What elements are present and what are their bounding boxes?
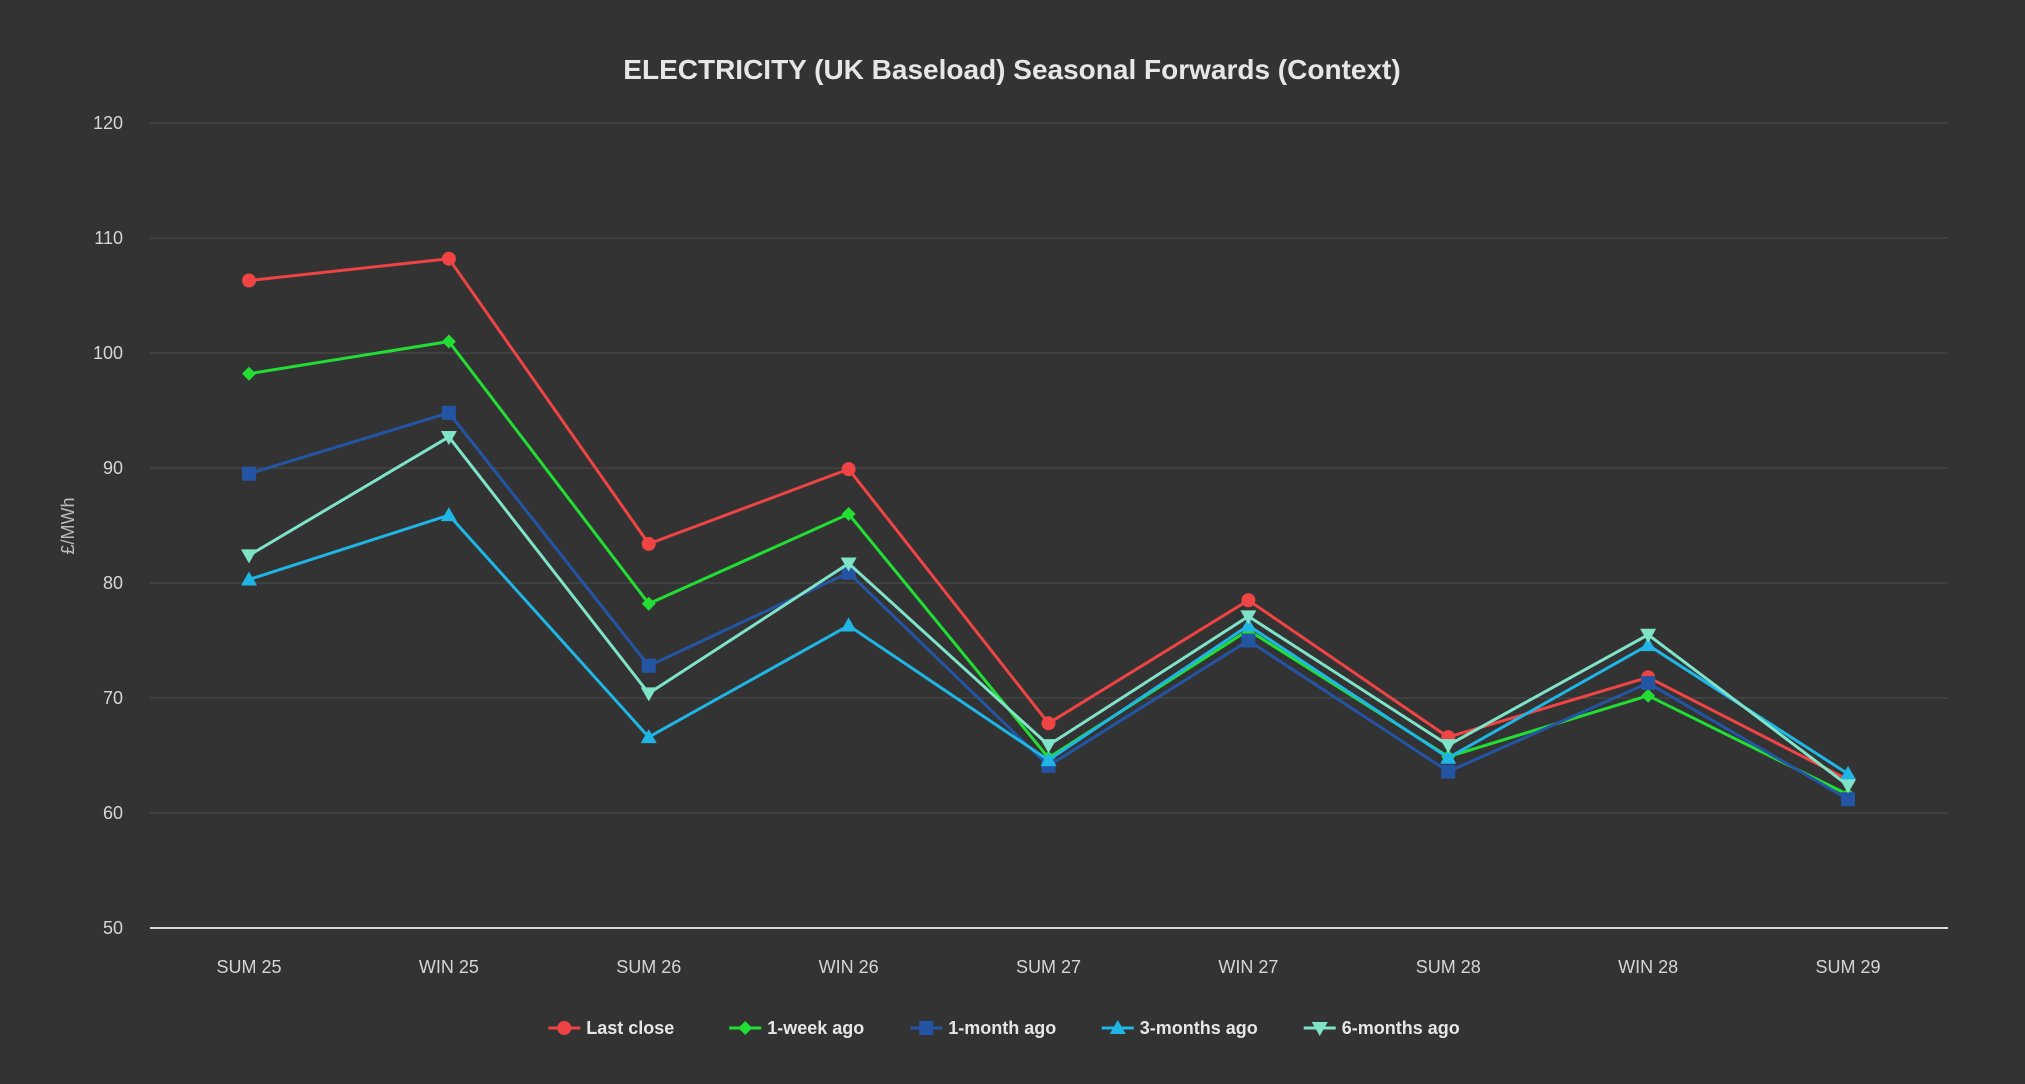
data-point-6-months-ago [440, 430, 457, 445]
data-point-6-months-ago [1840, 779, 1856, 794]
x-tick-label: SUM 25 [216, 957, 281, 977]
legend-item-6-months-ago[interactable]: 6-months ago [1303, 1018, 1460, 1038]
data-point-6-months-ago [640, 687, 657, 702]
data-point-3-months-ago [840, 617, 857, 632]
legend-label: 1-month ago [948, 1018, 1056, 1038]
y-tick-label: 70 [103, 688, 123, 708]
data-point-3-months-ago [241, 571, 257, 586]
x-tick-label: WIN 28 [1618, 957, 1678, 977]
data-point-3-months-ago [1040, 752, 1057, 767]
y-tick-label: 110 [94, 228, 123, 248]
legend-label: 6-months ago [1342, 1018, 1460, 1038]
data-point-6-months-ago [1640, 628, 1657, 643]
data-point-last-close [1241, 593, 1256, 608]
legend-marker-1-week-ago [738, 1021, 753, 1035]
data-point-3-months-ago [640, 729, 657, 744]
legend-marker-last-close [557, 1021, 572, 1035]
data-point-last-close [441, 251, 456, 266]
y-tick-label: 80 [103, 573, 123, 593]
legend-item-3-months-ago[interactable]: 3-months ago [1101, 1018, 1258, 1038]
series-line-6-months-ago [248, 435, 1849, 787]
data-point-last-close [641, 536, 656, 551]
data-point-1-week-ago [242, 366, 256, 381]
series-6-months-ago [241, 430, 1856, 794]
x-tick-label: WIN 26 [819, 957, 879, 977]
series-group [241, 251, 1856, 807]
y-tick-label: 90 [103, 458, 123, 478]
legend-label: 3-months ago [1140, 1018, 1258, 1038]
data-point-1-month-ago [641, 658, 656, 673]
data-point-6-months-ago [1240, 610, 1257, 625]
legend-marker-3-months-ago [1109, 1020, 1126, 1034]
data-point-6-months-ago [1440, 739, 1457, 754]
series-line-3-months-ago [248, 513, 1849, 776]
series-1-week-ago [242, 334, 1855, 802]
data-point-3-months-ago [440, 507, 457, 522]
legend-marker-6-months-ago [1311, 1022, 1328, 1036]
y-axis-ticks: 50 60 70 80 90 100 110 120 [93, 113, 123, 938]
series-3-months-ago [241, 507, 1856, 780]
data-point-last-close [242, 273, 256, 288]
data-point-1-week-ago [441, 334, 456, 349]
x-tick-label: SUM 27 [1016, 957, 1081, 977]
data-point-1-month-ago [1241, 633, 1256, 648]
y-axis-label: £/MWh [58, 497, 78, 554]
data-point-1-month-ago [1641, 676, 1656, 691]
data-point-3-months-ago [1640, 637, 1657, 652]
y-tick-label: 100 [93, 343, 123, 363]
data-point-last-close [1041, 716, 1056, 731]
legend-label: Last close [586, 1018, 674, 1038]
legend-label: 1-week ago [767, 1018, 864, 1038]
x-axis-ticks: SUM 25 WIN 25 SUM 26 WIN 26 SUM 27 WIN 27 SUM … [216, 957, 1880, 977]
data-point-1-month-ago [441, 405, 456, 420]
x-tick-label: WIN 27 [1218, 957, 1278, 977]
data-point-1-month-ago [841, 565, 856, 580]
data-point-3-months-ago [1440, 749, 1457, 764]
data-point-6-months-ago [1040, 739, 1057, 754]
gridlines [150, 122, 1948, 814]
legend: Last close 1-week ago 1-month ago 3-months … [548, 1018, 1460, 1038]
data-point-3-months-ago [1840, 765, 1856, 780]
legend-item-last-close[interactable]: Last close [548, 1018, 674, 1038]
data-point-3-months-ago [1240, 617, 1257, 632]
data-point-1-week-ago [841, 507, 856, 521]
chart-title: ELECTRICITY (UK Baseload) Seasonal Forwa… [623, 54, 1400, 85]
legend-item-1-month-ago[interactable]: 1-month ago [910, 1018, 1056, 1038]
data-point-1-week-ago [1641, 688, 1656, 703]
legend-item-1-week-ago[interactable]: 1-week ago [729, 1018, 864, 1038]
data-point-6-months-ago [241, 549, 257, 564]
data-point-1-month-ago [242, 466, 256, 481]
y-tick-label: 50 [103, 918, 123, 938]
x-tick-label: SUM 26 [616, 957, 681, 977]
legend-marker-1-month-ago [919, 1021, 934, 1035]
data-point-6-months-ago [840, 557, 857, 572]
data-point-last-close [841, 462, 856, 477]
data-point-1-month-ago [1441, 764, 1456, 779]
x-tick-label: SUM 28 [1416, 957, 1481, 977]
data-point-1-month-ago [1841, 792, 1855, 807]
y-tick-label: 60 [103, 803, 123, 823]
x-tick-label: SUM 29 [1815, 957, 1880, 977]
y-tick-label: 120 [93, 113, 123, 133]
data-point-1-week-ago [641, 596, 656, 611]
x-tick-label: WIN 25 [419, 957, 479, 977]
